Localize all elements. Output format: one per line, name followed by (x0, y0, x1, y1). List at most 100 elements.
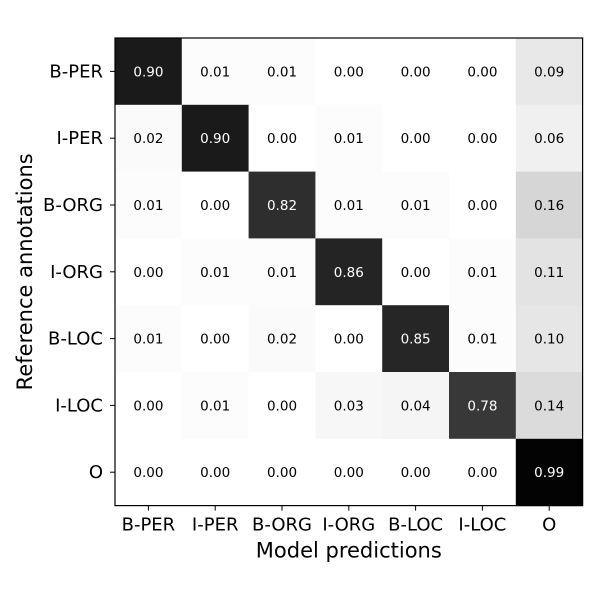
heatmap-cell-label: 0.00 (467, 64, 497, 80)
heatmap-cell-label: 0.86 (334, 265, 364, 281)
heatmap-cell-label: 0.85 (401, 332, 431, 348)
heatmap-cell (248, 104, 316, 173)
y-tick-label: I-LOC (55, 395, 103, 416)
y-axis-label: Reference annotations (13, 153, 37, 390)
heatmap-cell-label: 0.00 (401, 64, 431, 80)
heatmap-cell (115, 305, 183, 373)
heatmap-cell-label: 0.01 (133, 332, 163, 348)
heatmap-cell (181, 438, 250, 507)
heatmap-cell-label: 0.00 (401, 465, 431, 481)
heatmap-cell (382, 372, 450, 440)
heatmap-cell (181, 305, 250, 373)
heatmap-cell-labels: 0.90 0.01 0.01 0.00 0.00 0.00 0.09 0.02 0.90 0.00… (133, 64, 564, 481)
heatmap-cell (315, 38, 383, 106)
heatmap-cell-label: 0.00 (267, 131, 297, 147)
heatmap-cell-label: 0.04 (401, 398, 431, 414)
y-tick-label: O (89, 462, 103, 483)
heatmap-cell-label: 0.09 (534, 64, 564, 80)
x-axis-ticks: B-PER I-PER B-ORG I-ORG B-LOC I-LOC O (122, 505, 556, 536)
heatmap-cell (515, 305, 584, 373)
y-tick-label: B-LOC (48, 329, 103, 350)
heatmap-cell (315, 305, 383, 373)
heatmap-cell (449, 305, 517, 373)
heatmap-cell (181, 171, 250, 239)
heatmap-cell-label: 0.01 (401, 198, 431, 214)
heatmap-cell (449, 104, 517, 173)
heatmap-cell-label: 0.00 (133, 398, 163, 414)
heatmap-cell-label: 0.01 (334, 198, 364, 214)
heatmap-cell-label: 0.02 (267, 332, 297, 348)
heatmap-cell (449, 438, 517, 507)
heatmap-cell-label: 0.82 (267, 198, 297, 214)
heatmap-cell-label: 0.00 (267, 465, 297, 481)
heatmap-cell (515, 238, 584, 306)
heatmap-cell (248, 438, 316, 507)
heatmap-cell-label: 0.00 (200, 332, 230, 348)
heatmap-cell (382, 305, 450, 373)
heatmap-cell-label: 0.00 (334, 64, 364, 80)
heatmap-cell (115, 238, 183, 306)
heatmap-cell-label: 0.00 (401, 131, 431, 147)
heatmap-cell (382, 104, 450, 173)
heatmap-cell (115, 171, 183, 239)
heatmap-cell (181, 238, 250, 306)
heatmap-cell (248, 238, 316, 306)
heatmap-cell-label: 0.99 (534, 465, 564, 481)
heatmap-cell-label: 0.00 (267, 398, 297, 414)
heatmap-cell (181, 104, 250, 173)
heatmap-cell-label: 0.00 (467, 465, 497, 481)
heatmap-cell-label: 0.00 (200, 198, 230, 214)
heatmap-cell (248, 171, 316, 239)
heatmap-cell (449, 171, 517, 239)
heatmap-cells (115, 38, 584, 507)
heatmap-cell-label: 0.90 (133, 64, 163, 80)
heatmap-cell-label: 0.01 (200, 265, 230, 281)
heatmap-cell-label: 0.00 (467, 131, 497, 147)
heatmap-cell-label: 0.01 (267, 64, 297, 80)
y-tick-label: B-ORG (43, 195, 103, 216)
heatmap-cell-label: 0.78 (467, 398, 497, 414)
heatmap-cell (181, 372, 250, 440)
heatmap-cell-label: 0.00 (334, 465, 364, 481)
heatmap-cell (382, 38, 450, 106)
heatmap-cell (115, 438, 183, 507)
x-tick-label: B-ORG (252, 515, 312, 536)
heatmap-cell (449, 372, 517, 440)
heatmap-cell (315, 372, 383, 440)
heatmap-cell (515, 438, 584, 507)
heatmap-cell (315, 171, 383, 239)
heatmap-cell-label: 0.11 (534, 265, 564, 281)
heatmap-cell-label: 0.14 (534, 398, 564, 414)
heatmap-cell (515, 38, 584, 106)
heatmap-cell (115, 372, 183, 440)
x-axis-label: Model predictions (256, 539, 442, 563)
heatmap-cell-label: 0.01 (267, 265, 297, 281)
heatmap-cell (315, 438, 383, 507)
heatmap-cell-label: 0.01 (133, 198, 163, 214)
heatmap-cell (315, 104, 383, 173)
heatmap-cell-label: 0.01 (467, 332, 497, 348)
heatmap-cell (181, 38, 250, 106)
heatmap-cell (382, 438, 450, 507)
heatmap-cell (449, 38, 517, 106)
heatmap-cell-label: 0.90 (200, 131, 230, 147)
heatmap-cell (115, 104, 183, 173)
heatmap-cell (515, 171, 584, 239)
heatmap-cell-label: 0.01 (200, 398, 230, 414)
y-tick-label: I-ORG (50, 262, 103, 283)
heatmap-cell-label: 0.06 (534, 131, 564, 147)
heatmap-cell-label: 0.01 (200, 64, 230, 80)
heatmap-cell (449, 238, 517, 306)
x-tick-label: I-LOC (458, 515, 506, 536)
x-tick-label: B-LOC (388, 515, 443, 536)
x-tick-label: O (542, 515, 556, 536)
y-axis-ticks: B-PER I-PER B-ORG I-ORG B-LOC I-LOC O (43, 61, 115, 483)
heatmap-cell-label: 0.03 (334, 398, 364, 414)
x-tick-label: I-PER (192, 515, 239, 536)
heatmap-cell (115, 38, 183, 106)
heatmap-cell-label: 0.02 (133, 131, 163, 147)
heatmap-cell-label: 0.01 (334, 131, 364, 147)
heatmap-cell-label: 0.01 (467, 265, 497, 281)
y-tick-label: B-PER (49, 61, 103, 82)
